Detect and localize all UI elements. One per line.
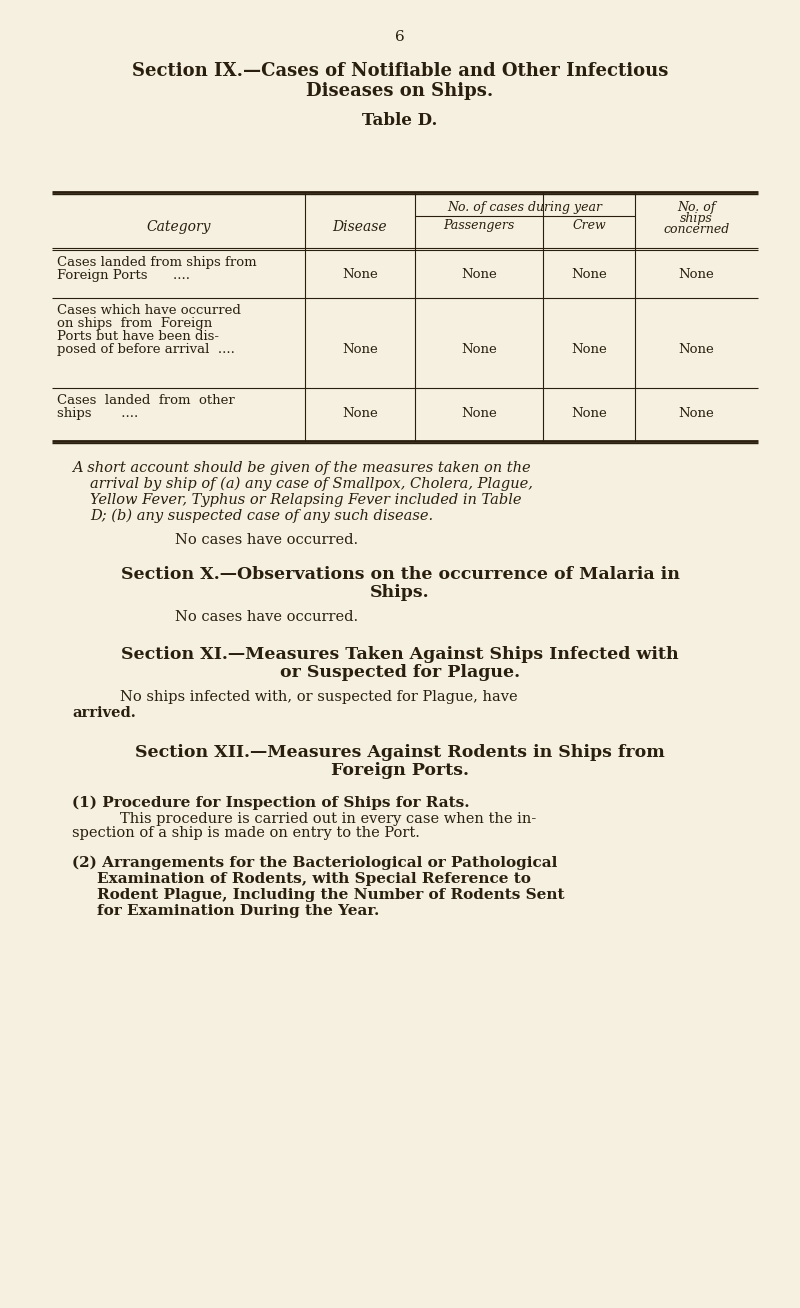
- Text: ships: ships: [680, 212, 713, 225]
- Text: None: None: [461, 343, 497, 356]
- Text: Foreign Ports.: Foreign Ports.: [331, 763, 469, 780]
- Text: Section IX.—Cases of Notifiable and Other Infectious: Section IX.—Cases of Notifiable and Othe…: [132, 61, 668, 80]
- Text: No. of: No. of: [678, 201, 716, 215]
- Text: Rodent Plague, Including the Number of Rodents Sent: Rodent Plague, Including the Number of R…: [97, 888, 565, 903]
- Text: None: None: [678, 407, 714, 420]
- Text: None: None: [461, 407, 497, 420]
- Text: None: None: [461, 268, 497, 281]
- Text: Ports but have been dis-: Ports but have been dis-: [57, 330, 219, 343]
- Text: None: None: [571, 343, 607, 356]
- Text: Crew: Crew: [572, 218, 606, 232]
- Text: 6: 6: [395, 30, 405, 44]
- Text: D; (b) any suspected case of any such disease.: D; (b) any suspected case of any such di…: [90, 509, 433, 523]
- Text: spection of a ship is made on entry to the Port.: spection of a ship is made on entry to t…: [72, 825, 420, 840]
- Text: (2) Arrangements for the Bacteriological or Pathological: (2) Arrangements for the Bacteriological…: [72, 855, 558, 870]
- Text: No cases have occurred.: No cases have occurred.: [175, 532, 358, 547]
- Text: Ships.: Ships.: [370, 583, 430, 600]
- Text: Passengers: Passengers: [443, 218, 514, 232]
- Text: Diseases on Ships.: Diseases on Ships.: [306, 82, 494, 99]
- Text: Section X.—Observations on the occurrence of Malaria in: Section X.—Observations on the occurrenc…: [121, 566, 679, 583]
- Text: No. of cases during year: No. of cases during year: [447, 201, 602, 215]
- Text: None: None: [571, 407, 607, 420]
- Text: A short account should be given of the measures taken on the: A short account should be given of the m…: [72, 460, 530, 475]
- Text: Cases landed from ships from: Cases landed from ships from: [57, 256, 257, 269]
- Text: None: None: [342, 268, 378, 281]
- Text: Table D.: Table D.: [362, 112, 438, 129]
- Text: No cases have occurred.: No cases have occurred.: [175, 610, 358, 624]
- Text: Yellow Fever, Typhus or Relapsing Fever included in Table: Yellow Fever, Typhus or Relapsing Fever …: [90, 493, 522, 508]
- Text: Disease: Disease: [333, 220, 387, 234]
- Text: This procedure is carried out in every case when the in-: This procedure is carried out in every c…: [120, 812, 536, 825]
- Text: Cases which have occurred: Cases which have occurred: [57, 303, 241, 317]
- Text: None: None: [571, 268, 607, 281]
- Text: None: None: [678, 268, 714, 281]
- Text: Cases  landed  from  other: Cases landed from other: [57, 394, 234, 407]
- Text: Foreign Ports      ....: Foreign Ports ....: [57, 269, 190, 283]
- Text: for Examination During the Year.: for Examination During the Year.: [97, 904, 379, 918]
- Text: posed of before arrival  ....: posed of before arrival ....: [57, 343, 235, 356]
- Text: concerned: concerned: [663, 222, 730, 235]
- Text: None: None: [678, 343, 714, 356]
- Text: None: None: [342, 407, 378, 420]
- Text: arrived.: arrived.: [72, 706, 136, 719]
- Text: ships       ....: ships ....: [57, 407, 138, 420]
- Text: Examination of Rodents, with Special Reference to: Examination of Rodents, with Special Ref…: [97, 872, 531, 886]
- Text: Section XII.—Measures Against Rodents in Ships from: Section XII.—Measures Against Rodents in…: [135, 744, 665, 761]
- Text: Category: Category: [146, 220, 210, 234]
- Text: on ships  from  Foreign: on ships from Foreign: [57, 317, 212, 330]
- Text: or Suspected for Plague.: or Suspected for Plague.: [280, 664, 520, 681]
- Text: arrival by ship of (a) any case of Smallpox, Cholera, Plague,: arrival by ship of (a) any case of Small…: [90, 477, 533, 492]
- Text: Section XI.—Measures Taken Against Ships Infected with: Section XI.—Measures Taken Against Ships…: [121, 646, 679, 663]
- Text: No ships infected with, or suspected for Plague, have: No ships infected with, or suspected for…: [120, 691, 518, 704]
- Text: None: None: [342, 343, 378, 356]
- Text: (1) Procedure for Inspection of Ships for Rats.: (1) Procedure for Inspection of Ships fo…: [72, 797, 470, 811]
